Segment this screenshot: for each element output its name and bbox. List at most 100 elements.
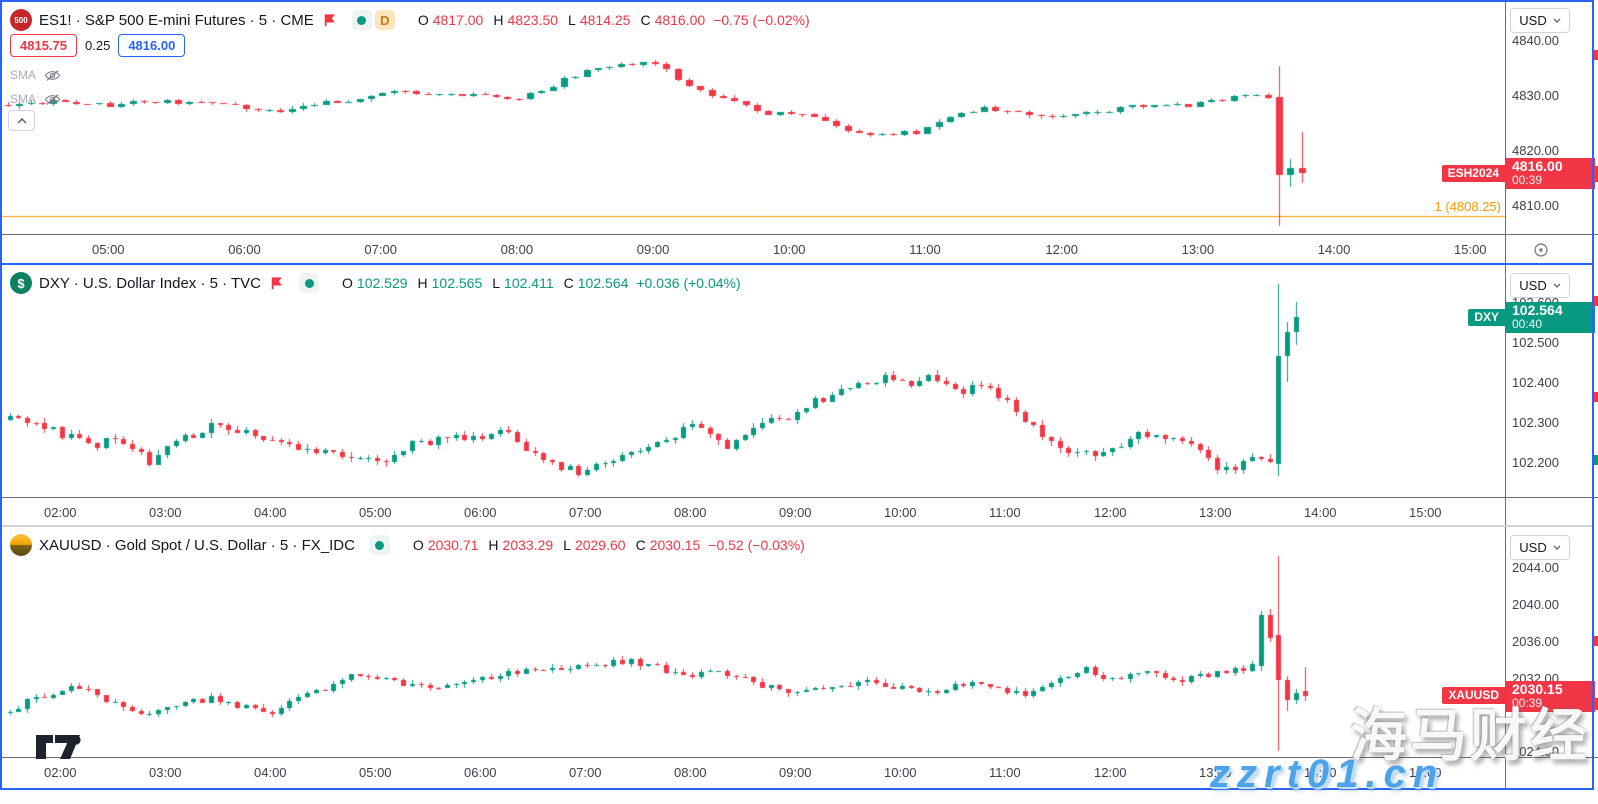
indicator-legend: SMA SMA (10, 63, 61, 111)
series-tag-xauusd: XAUUSD (1442, 687, 1505, 705)
delayed-data-badge: D (374, 10, 395, 30)
time-tick-label: 13:00 (1199, 505, 1232, 520)
collapse-legend-button[interactable] (8, 110, 35, 131)
frame-border-left (0, 0, 2, 790)
h-label: H (493, 12, 504, 28)
time-tick-label: 03:00 (149, 765, 182, 780)
time-tick-label: 08:00 (500, 242, 534, 257)
price-tick-label: 4820.00 (1512, 143, 1559, 159)
c-value: 2030.15 (649, 537, 701, 553)
chevron-down-icon (1553, 545, 1561, 550)
eye-off-icon[interactable] (44, 92, 61, 107)
flag-icon[interactable] (270, 276, 284, 290)
flag-icon[interactable] (323, 13, 337, 27)
position-level-label[interactable]: 1 (4808.25) (1434, 199, 1502, 215)
edge-fragment (1594, 296, 1598, 306)
symbol-title-es[interactable]: ES1! · S&P 500 E-mini Futures · 5 · CME (39, 11, 314, 29)
time-tick-label: 14:00 (1304, 765, 1337, 780)
gold-logo-icon (10, 534, 32, 556)
c-label: C (635, 537, 646, 553)
ohlc-readout-dxy: O 102.529 H 102.565 L 102.411 C 102.564 +0.0… (336, 275, 741, 291)
l-value: 4814.25 (579, 12, 631, 28)
edge-fragment (1594, 455, 1598, 465)
symbol-title-xau[interactable]: XAUUSD · Gold Spot / U.S. Dollar · 5 · F… (39, 536, 355, 554)
bid-ask-row: 4815.75 0.25 4816.00 (10, 34, 186, 57)
chevron-down-icon (1553, 283, 1561, 288)
last-price-tag-dxy: 102.564 00:40 (1506, 302, 1595, 334)
ohlc-readout-es: O 4817.00 H 4823.50 L 4814.25 C 4816.00 −0.7… (412, 12, 810, 28)
edge-fragment (1594, 636, 1598, 646)
time-tick-label: 15:00 (1409, 765, 1442, 780)
sp500-logo-icon: 500 (10, 9, 32, 31)
change-value: −0.52 (−0.03%) (708, 537, 805, 553)
price-tick-label: 4810.00 (1512, 198, 1559, 214)
frame-border-right (1592, 0, 1594, 790)
gear-icon[interactable] (1532, 241, 1550, 264)
series-tag-esh2024: ESH2024 (1441, 164, 1505, 182)
eye-off-icon[interactable] (44, 68, 61, 83)
currency-dropdown-xau[interactable]: USD (1510, 535, 1570, 560)
chevron-down-icon (1553, 18, 1561, 23)
panel-dxy-header: $ DXY · U.S. Dollar Index · 5 · TVC O 102… (10, 272, 741, 294)
currency-dropdown-es[interactable]: USD (1510, 8, 1570, 33)
time-tick-label: 12:00 (1045, 242, 1078, 257)
spread-value: 0.25 (85, 38, 111, 53)
time-tick-label: 04:00 (254, 505, 287, 520)
panel-es-header: 500 ES1! · S&P 500 E-mini Futures · 5 · … (10, 9, 810, 31)
sell-button[interactable]: 4815.75 (10, 34, 77, 57)
time-tick-label: 05:00 (359, 765, 392, 780)
active-panel-divider[interactable] (0, 263, 1594, 265)
watermark-brand: 海马财经 (1350, 704, 1590, 768)
tradingview-logo-icon[interactable] (36, 735, 84, 764)
market-open-dot-icon (369, 535, 390, 555)
currency-dropdown-dxy[interactable]: USD (1510, 273, 1570, 298)
edge-fragment (1594, 698, 1598, 710)
h-label: H (417, 275, 428, 291)
edge-fragment (1594, 392, 1598, 402)
o-label: O (412, 537, 424, 553)
time-tick-label: 02:00 (44, 765, 77, 780)
edge-fragment (1594, 50, 1598, 60)
panel-divider[interactable] (0, 525, 1594, 527)
h-value: 2033.29 (502, 537, 554, 553)
series-tag-dxy: DXY (1468, 308, 1505, 326)
price-tick-label: 102.400 (1512, 375, 1559, 390)
time-tick-label: 08:00 (674, 765, 707, 780)
candlestick-canvas[interactable] (0, 0, 1505, 788)
price-tick-label: 4830.00 (1512, 87, 1559, 103)
symbol-title-dxy[interactable]: DXY · U.S. Dollar Index · 5 · TVC (39, 274, 262, 292)
time-tick-label: 13:00 (1181, 242, 1215, 257)
time-tick-label: 02:00 (44, 505, 77, 520)
time-tick-label: 10:00 (884, 505, 917, 520)
time-tick-label: 09:00 (779, 505, 812, 520)
h-value: 102.565 (431, 275, 483, 291)
bottom-margin (0, 790, 1598, 804)
panel-xau-header: XAUUSD · Gold Spot / U.S. Dollar · 5 · F… (10, 534, 805, 556)
c-value: 4816.00 (654, 12, 706, 28)
buy-button[interactable]: 4816.00 (118, 34, 186, 57)
time-tick-label: 05:00 (359, 505, 392, 520)
watermark-url: zzrt01.cn (1210, 752, 1445, 796)
time-axis-xau[interactable]: 02:00 03:00 04:00 05:00 06:00 07:00 08:00 09:00… (0, 757, 1505, 788)
price-tick-label: 2024.00 (1512, 744, 1559, 760)
l-label: L (563, 537, 571, 553)
time-tick-label: 06:00 (464, 505, 497, 520)
time-tick-label: 10:00 (884, 765, 917, 780)
time-axis-dxy[interactable]: 02:00 03:00 04:00 05:00 06:00 07:00 08:00 09:00… (0, 497, 1505, 525)
time-tick-label: 15:00 (1454, 242, 1487, 257)
time-tick-label: 13:00 (1199, 765, 1232, 780)
time-axis-es[interactable]: 05:00 06:00 07:00 08:00 09:00 10:00 11:00 12:00… (0, 234, 1505, 263)
time-tick-label: 05:00 (92, 242, 125, 257)
dxy-logo-icon: $ (10, 272, 32, 294)
o-label: O (417, 12, 429, 28)
price-tick-label: 4840.00 (1512, 32, 1559, 48)
o-value: 4817.00 (432, 12, 484, 28)
h-label: H (488, 537, 499, 553)
indicator-row: SMA (10, 87, 61, 111)
market-status: D (351, 10, 395, 30)
c-label: C (563, 275, 574, 291)
price-scale[interactable]: USD USD USD 4816.00 00:39 102.564 00:40 20… (1505, 0, 1595, 788)
time-tick-label: 14:00 (1317, 242, 1351, 257)
price-tick-label: 2040.00 (1512, 597, 1559, 613)
